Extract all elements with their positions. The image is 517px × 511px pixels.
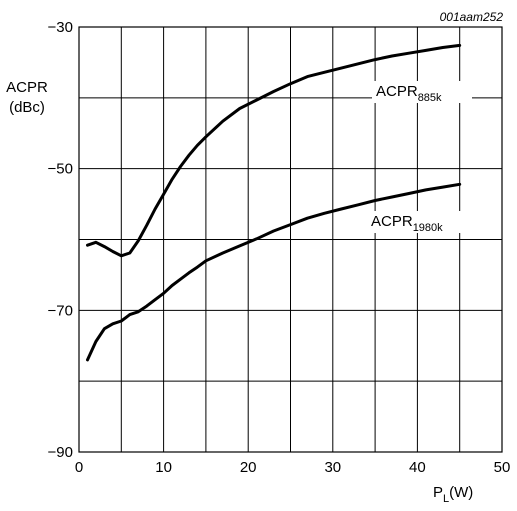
plot-frame (78, 26, 503, 453)
series-line-acpr1980k (86, 182, 462, 362)
series-line-acpr885k (86, 43, 462, 258)
x-tick-label: 30 (324, 459, 341, 476)
y-tick-label: −70 (48, 302, 73, 319)
x-axis-title-main: P (433, 484, 443, 501)
x-tick-label: 50 (494, 459, 511, 476)
x-tick-label: 0 (75, 459, 83, 476)
series-label-acpr885k-main: ACPR (376, 83, 418, 100)
series-label-acpr1980k-main: ACPR (371, 213, 413, 230)
series-label-acpr885k-subscript: 885k (418, 92, 442, 104)
figure-reference: 001aam252 (440, 10, 504, 24)
series-label-background-acpr885k (372, 81, 472, 103)
x-axis-title: PL(W) (433, 484, 473, 505)
series-label-acpr1980k-subscript: 1980k (413, 222, 443, 234)
y-axis-unit: (dBc) (9, 99, 45, 116)
y-axis-title: ACPR (6, 79, 48, 96)
x-axis-title-unit: (W) (449, 484, 473, 501)
x-tick-label: 20 (240, 459, 257, 476)
x-tick-label: 40 (409, 459, 426, 476)
x-axis-title-subscript: L (443, 493, 449, 505)
series-label-acpr885k: ACPR885k (376, 83, 442, 104)
tick-label-layer: 0 10 20 30 40 50 −90 −70 −50 −30 (48, 19, 511, 476)
series-label-background-acpr1980k (367, 211, 472, 233)
x-tick-label: 10 (155, 459, 172, 476)
series-layer (86, 43, 462, 362)
y-tick-label: −90 (48, 444, 73, 461)
y-tick-label: −30 (48, 19, 73, 36)
series-label-acpr1980k: ACPR1980k (371, 213, 443, 234)
y-tick-label: −50 (48, 161, 73, 178)
